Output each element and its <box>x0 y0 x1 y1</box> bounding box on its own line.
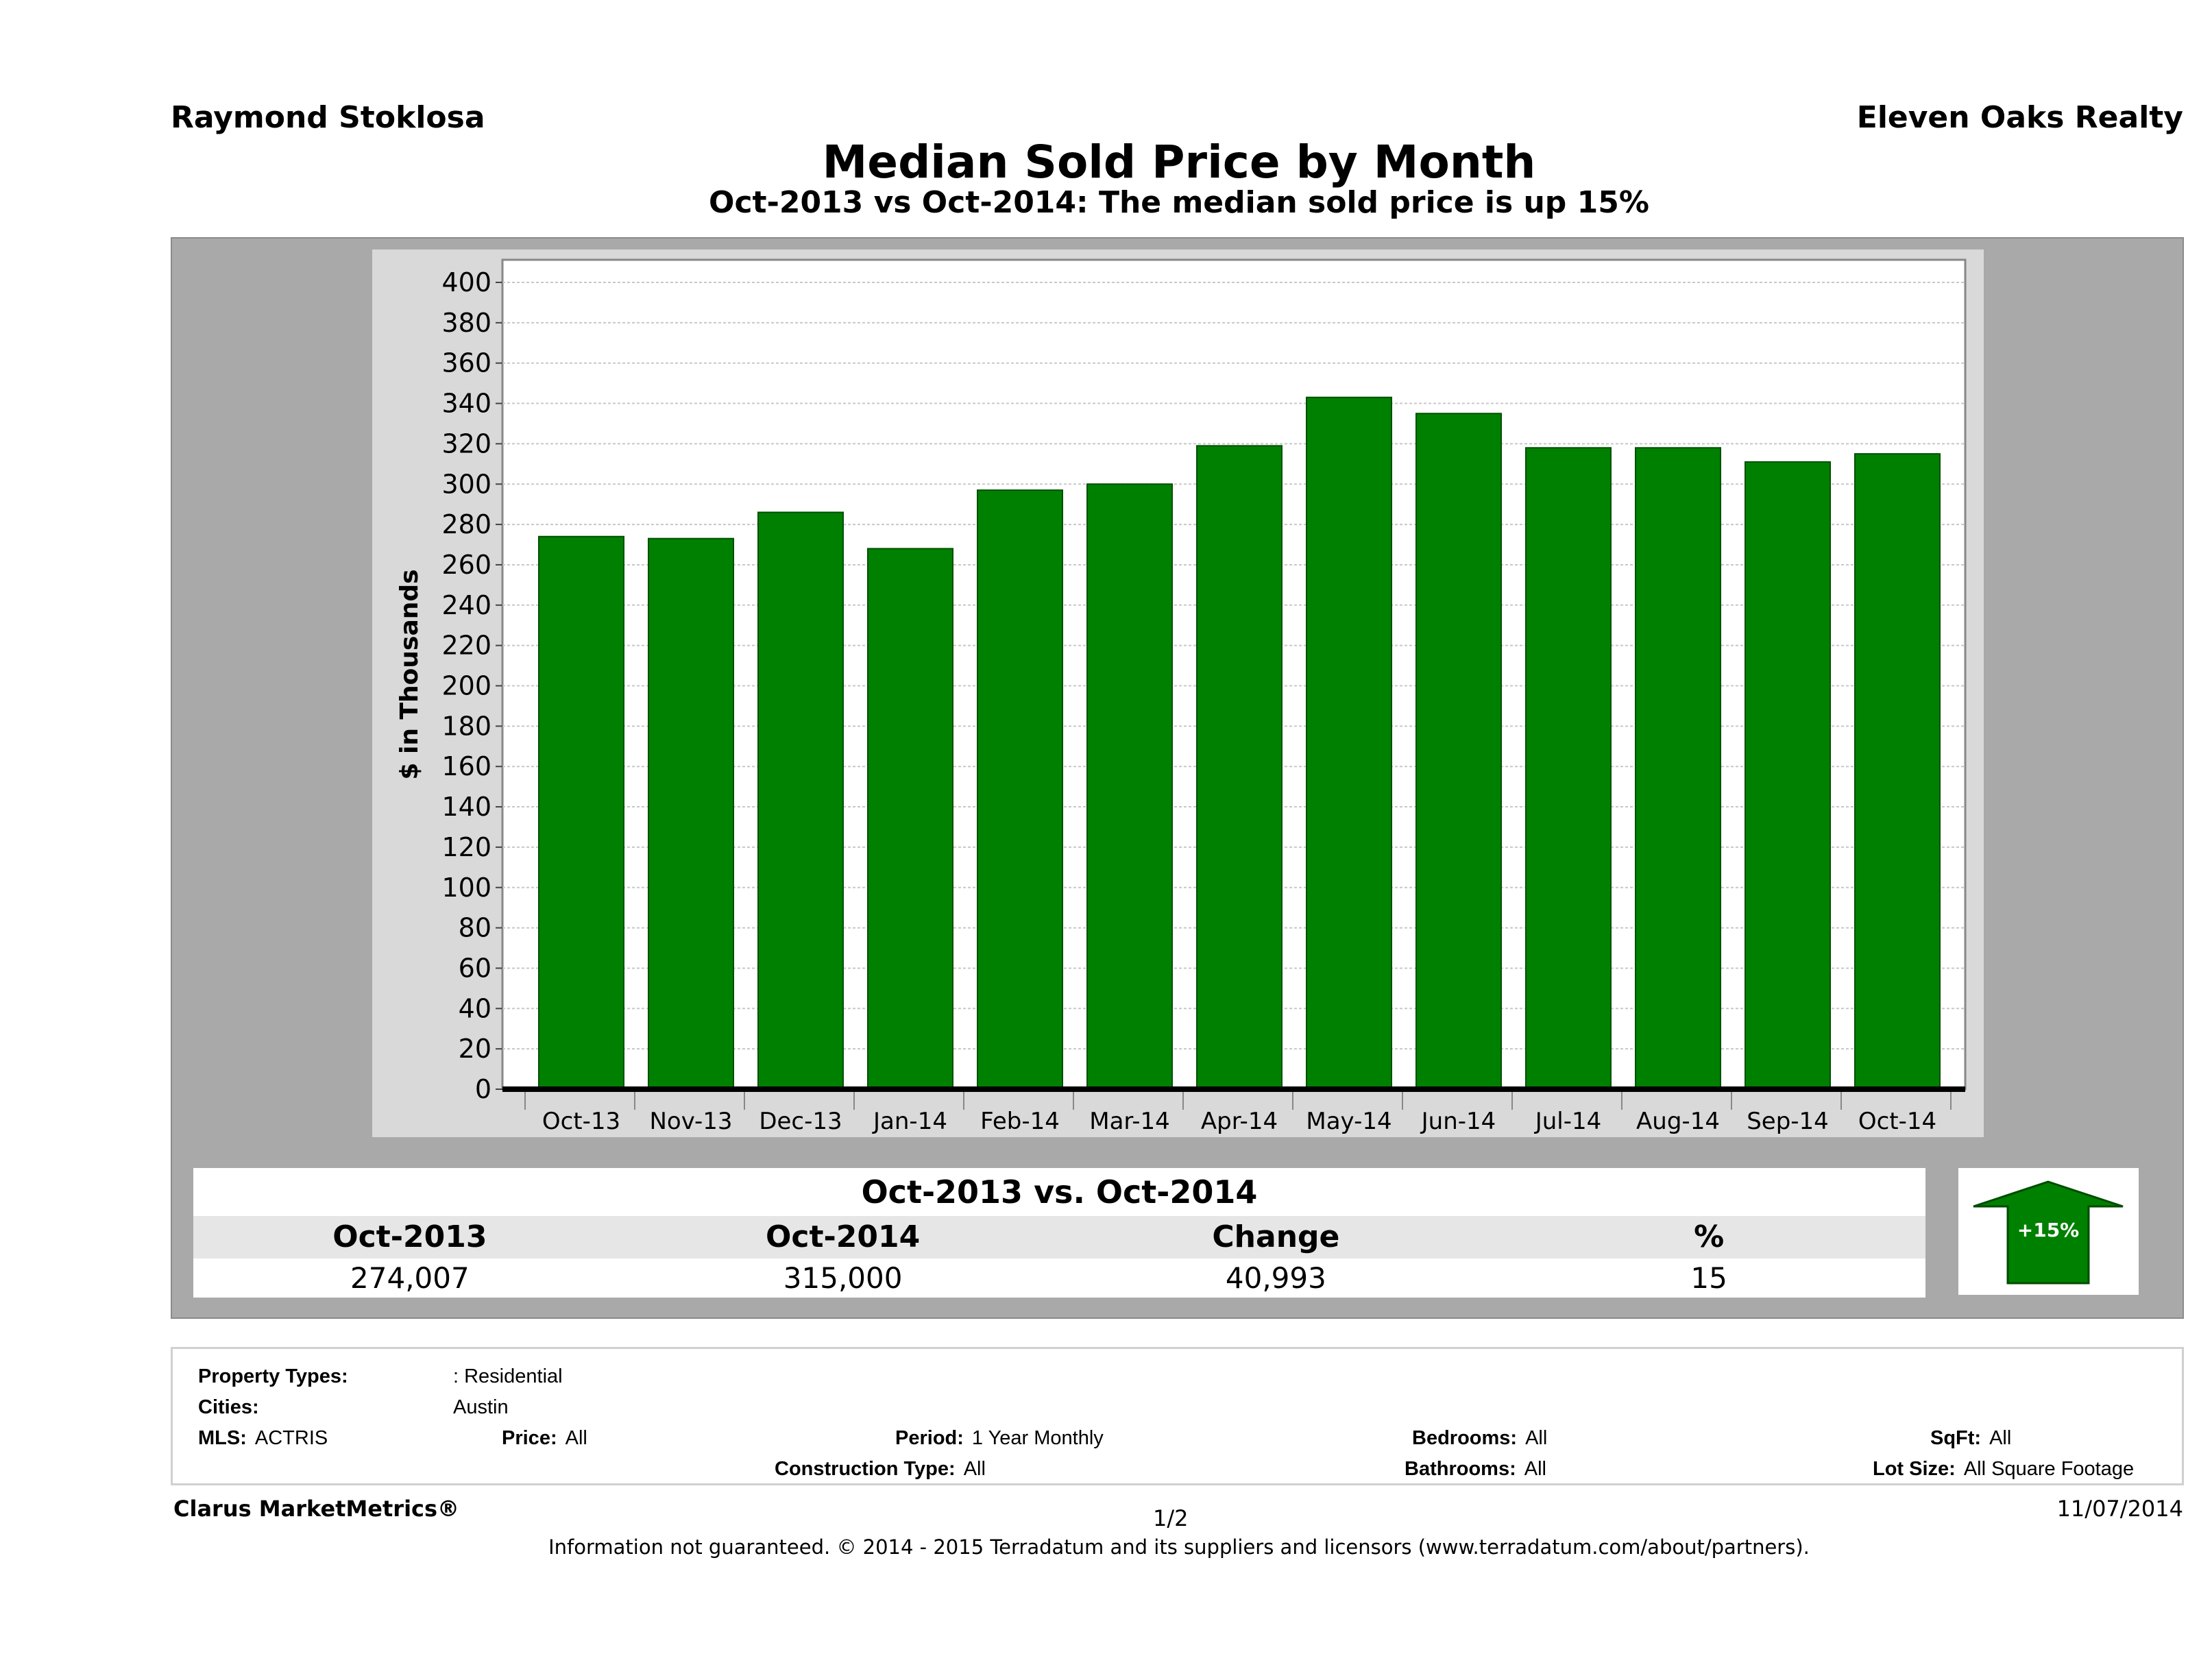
y-tick-label: 340 <box>441 389 491 419</box>
period-field: Period: 1 Year Monthly <box>895 1427 1104 1450</box>
x-tick-label: Nov-13 <box>650 1108 733 1135</box>
bar-Jul-14 <box>1525 447 1612 1091</box>
construction-field: Construction Type: All <box>775 1458 986 1481</box>
mls-label: MLS: <box>198 1427 247 1449</box>
property-types-value: : Residential <box>453 1365 563 1387</box>
header-end: Oct-2014 <box>766 1219 921 1254</box>
bathrooms-value: All <box>1524 1458 1546 1480</box>
bar-Jan-14 <box>867 548 953 1091</box>
bar-Nov-13 <box>648 537 734 1090</box>
y-tick-label: 80 <box>459 913 491 943</box>
lot-size-value: All Square Footage <box>1963 1458 2135 1480</box>
bar-Apr-14 <box>1196 445 1283 1090</box>
value-change: 40,993 <box>1225 1261 1326 1295</box>
bar-Mar-14 <box>1086 483 1173 1090</box>
cities-label: Cities: <box>198 1396 259 1418</box>
y-tick-label: 320 <box>441 428 491 459</box>
sqft-label: SqFt: <box>1930 1427 1982 1449</box>
bar-Aug-14 <box>1635 447 1721 1091</box>
bar-chart: 0 20 40 60 80 100 120 140 160 180 200 220 240 260 280 3… <box>396 258 1967 1135</box>
summary-table: Oct-2013 vs. Oct-2014 Oct-2013 Oct-2014 … <box>193 1168 1925 1298</box>
y-tick-label: 0 <box>475 1074 491 1104</box>
y-tick-label: 120 <box>441 832 491 862</box>
price-field: Price: All <box>502 1427 587 1450</box>
x-tick-label: Jan-14 <box>872 1108 947 1135</box>
header-percent: % <box>1694 1219 1725 1254</box>
x-tick-label: Oct-14 <box>1858 1108 1936 1135</box>
value-percent: 15 <box>1690 1261 1727 1295</box>
mls-field: MLS: ACTRIS <box>198 1427 328 1450</box>
agent-name: Raymond Stoklosa <box>171 100 485 135</box>
x-tick-label: Apr-14 <box>1201 1108 1278 1135</box>
bar-Dec-13 <box>757 511 844 1090</box>
summary-title: Oct-2013 vs. Oct-2014 <box>861 1174 1258 1211</box>
sqft-value: All <box>1989 1427 2012 1449</box>
y-tick-label: 400 <box>441 267 491 297</box>
report-date: 11/07/2014 <box>2056 1496 2183 1522</box>
property-types-label: Property Types: <box>198 1365 348 1387</box>
y-tick-label: 60 <box>459 953 491 983</box>
disclaimer: Information not guaranteed. © 2014 - 201… <box>548 1535 1810 1559</box>
x-tick-label: Feb-14 <box>980 1108 1060 1135</box>
x-tick-label: Jun-14 <box>1420 1108 1496 1135</box>
value-end: 315,000 <box>783 1261 903 1295</box>
x-tick-label: Dec-13 <box>759 1108 842 1135</box>
bedrooms-value: All <box>1525 1427 1548 1449</box>
page-number: 1/2 <box>1153 1505 1189 1531</box>
construction-label: Construction Type: <box>775 1458 956 1480</box>
bedrooms-label: Bedrooms: <box>1412 1427 1518 1449</box>
period-value: 1 Year Monthly <box>971 1427 1104 1449</box>
y-tick-label: 20 <box>459 1034 491 1064</box>
bathrooms-field: Bathrooms: All <box>1405 1458 1546 1481</box>
search-criteria: Property Types: : Residential Cities: Au… <box>171 1347 2184 1485</box>
x-tick-label: Oct-13 <box>542 1108 620 1135</box>
lot-size-label: Lot Size: <box>1873 1458 1956 1480</box>
construction-value: All <box>963 1458 986 1480</box>
price-value: All <box>565 1427 587 1449</box>
y-axis-label: $ in Thousands <box>396 569 424 779</box>
x-tick-label: Aug-14 <box>1636 1108 1720 1135</box>
bar-Oct-13 <box>538 535 624 1090</box>
y-tick-label: 160 <box>441 751 491 781</box>
badge-text: +15% <box>2017 1219 2079 1241</box>
mls-value: ACTRIS <box>254 1427 328 1449</box>
value-start: 274,007 <box>350 1261 470 1295</box>
up-arrow-icon: +15% <box>1973 1180 2124 1285</box>
y-tick-label: 180 <box>441 711 491 741</box>
x-tick-label: May-14 <box>1306 1108 1391 1135</box>
sqft-field: SqFt: All <box>1930 1427 2011 1450</box>
bar-Jun-14 <box>1415 413 1502 1090</box>
x-tick-label: Sep-14 <box>1747 1108 1829 1135</box>
bedrooms-field: Bedrooms: All <box>1412 1427 1547 1450</box>
bar-Sep-14 <box>1745 461 1831 1090</box>
chart-subtitle: Oct-2013 vs Oct-2014: The median sold pr… <box>709 185 1649 220</box>
y-tick-label: 380 <box>441 308 491 338</box>
header-start: Oct-2013 <box>332 1219 487 1254</box>
y-tick-label: 220 <box>441 631 491 661</box>
y-tick-label: 40 <box>459 993 491 1023</box>
change-badge: +15% <box>1958 1168 2139 1295</box>
footer-brand: Clarus MarketMetrics® <box>173 1496 460 1522</box>
chart-title: Median Sold Price by Month <box>822 136 1536 189</box>
y-tick-label: 300 <box>441 469 491 499</box>
period-label: Period: <box>895 1427 964 1449</box>
y-tick-label: 260 <box>441 550 491 580</box>
y-tick-label: 280 <box>441 509 491 539</box>
bar-Oct-14 <box>1854 453 1941 1090</box>
lot-size-field: Lot Size: All Square Footage <box>1873 1458 2134 1481</box>
bar-May-14 <box>1306 396 1392 1091</box>
bathrooms-label: Bathrooms: <box>1405 1458 1516 1480</box>
y-tick-label: 360 <box>441 348 491 378</box>
y-tick-label: 140 <box>441 792 491 822</box>
x-tick-label: Jul-14 <box>1534 1108 1602 1135</box>
brokerage-name: Eleven Oaks Realty <box>1856 100 2183 135</box>
cities-value: Austin <box>453 1396 509 1418</box>
y-tick-label: 200 <box>441 671 491 701</box>
y-tick-label: 240 <box>441 590 491 620</box>
bar-Feb-14 <box>977 489 1063 1090</box>
price-label: Price: <box>502 1427 557 1449</box>
y-tick-label: 100 <box>441 873 491 903</box>
header-change: Change <box>1212 1219 1340 1254</box>
x-tick-label: Mar-14 <box>1089 1108 1170 1135</box>
